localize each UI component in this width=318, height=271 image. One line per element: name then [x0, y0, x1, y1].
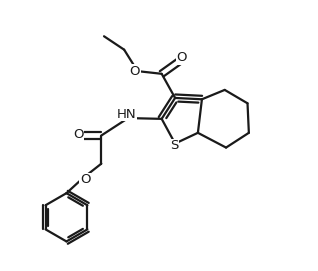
Text: O: O — [80, 173, 91, 186]
Text: HN: HN — [117, 108, 137, 121]
Text: O: O — [73, 128, 84, 141]
Text: O: O — [130, 64, 140, 78]
Text: S: S — [170, 139, 179, 152]
Text: O: O — [176, 51, 187, 64]
